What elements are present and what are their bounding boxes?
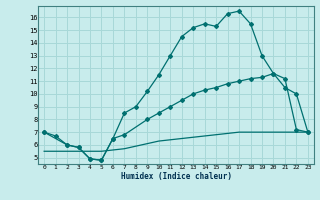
X-axis label: Humidex (Indice chaleur): Humidex (Indice chaleur) (121, 172, 231, 181)
